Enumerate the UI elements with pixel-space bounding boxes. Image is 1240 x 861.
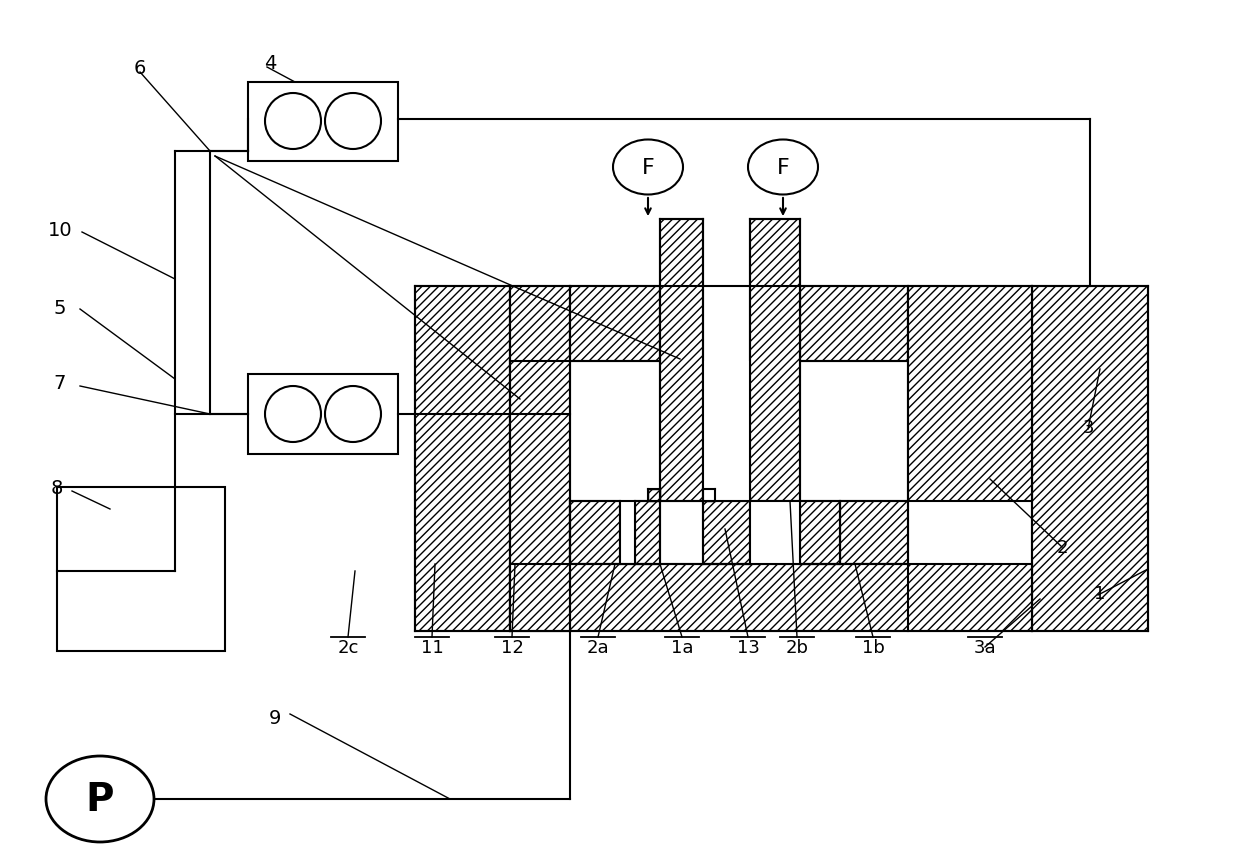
Text: 1b: 1b <box>862 638 884 656</box>
Text: 1: 1 <box>1095 585 1106 603</box>
Bar <box>908 287 1032 501</box>
Text: 10: 10 <box>47 220 72 239</box>
Text: 6: 6 <box>134 59 146 77</box>
Bar <box>57 487 224 651</box>
Text: F: F <box>776 158 790 177</box>
Bar <box>635 501 660 564</box>
Text: 5: 5 <box>53 298 66 317</box>
Ellipse shape <box>46 756 154 842</box>
Bar <box>570 287 660 362</box>
Text: 2b: 2b <box>785 638 808 656</box>
Bar <box>800 287 908 362</box>
Text: F: F <box>641 158 655 177</box>
Text: 12: 12 <box>501 638 523 656</box>
Bar <box>415 287 510 631</box>
Bar <box>649 489 660 501</box>
Text: 2: 2 <box>1056 538 1068 556</box>
Text: 7: 7 <box>53 373 66 392</box>
Text: 2a: 2a <box>587 638 609 656</box>
Bar <box>750 501 800 564</box>
Bar <box>660 220 703 501</box>
Bar <box>510 564 1032 631</box>
Bar <box>1032 287 1148 631</box>
Text: P: P <box>86 780 114 818</box>
Text: 1a: 1a <box>671 638 693 656</box>
Bar <box>750 220 800 501</box>
Text: 2c: 2c <box>337 638 358 656</box>
Text: 9: 9 <box>269 708 281 727</box>
Text: 4: 4 <box>264 53 277 72</box>
Bar <box>570 501 620 564</box>
Text: 11: 11 <box>420 638 444 656</box>
Bar <box>703 489 715 501</box>
Bar <box>248 83 398 162</box>
Bar <box>510 287 570 631</box>
Text: 3: 3 <box>1083 418 1094 437</box>
Bar <box>248 375 398 455</box>
Bar <box>620 501 635 564</box>
Ellipse shape <box>748 140 818 195</box>
Bar <box>800 501 839 564</box>
Bar <box>839 501 908 564</box>
Ellipse shape <box>613 140 683 195</box>
Bar <box>703 501 750 564</box>
Text: 13: 13 <box>737 638 759 656</box>
Bar <box>703 362 750 501</box>
Text: 8: 8 <box>51 478 63 497</box>
Text: 3a: 3a <box>973 638 996 656</box>
